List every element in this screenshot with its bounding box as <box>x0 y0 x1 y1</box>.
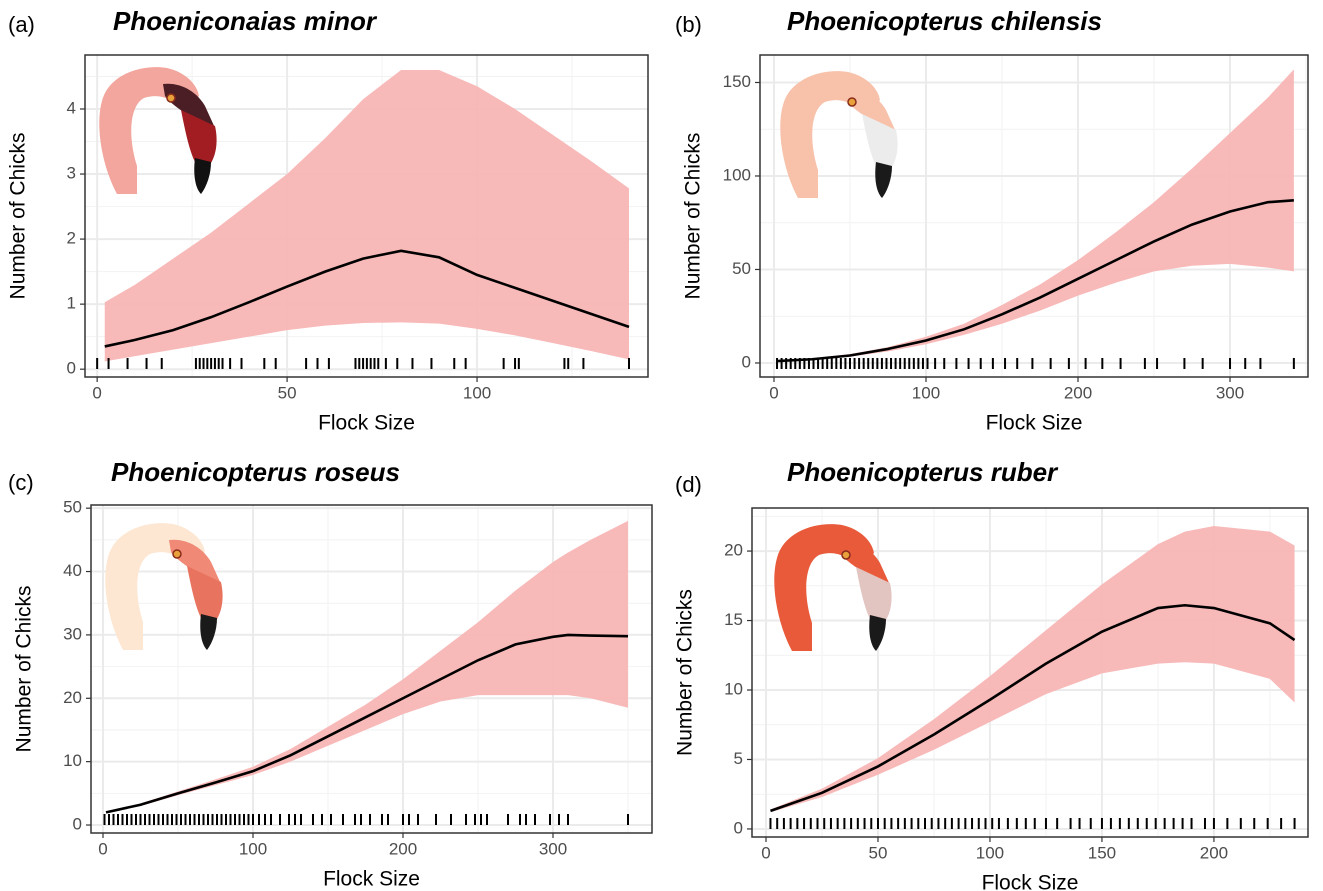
y-tick-label: 2 <box>67 229 76 248</box>
chart-title: Phoenicopterus chilensis <box>787 6 1102 36</box>
confidence-band <box>106 520 628 813</box>
flamingo-beak <box>862 114 898 170</box>
y-tick-label: 1 <box>67 294 76 313</box>
x-tick-label: 100 <box>463 383 491 402</box>
x-tick-label: 100 <box>239 839 267 858</box>
flamingo-illustration <box>105 523 223 650</box>
plot-border <box>751 507 1309 838</box>
flamingo-illustration <box>774 524 892 651</box>
plot-border <box>759 54 1309 378</box>
plot-border <box>84 54 649 378</box>
x-axis-title: Flock Size <box>323 868 420 891</box>
y-tick-label: 30 <box>63 624 82 643</box>
flamingo-eye <box>841 550 851 560</box>
y-axis-title: Number of Chicks <box>674 589 697 756</box>
flamingo-beak <box>181 110 217 166</box>
y-tick-label: 5 <box>734 749 743 768</box>
confidence-band <box>770 526 1295 813</box>
fit-line <box>104 249 630 348</box>
flamingo-beak <box>856 567 892 623</box>
y-tick-label: 0 <box>742 352 751 371</box>
panel-label: (b) <box>675 12 702 37</box>
plot-border <box>90 504 653 834</box>
flamingo-eye <box>166 93 176 103</box>
y-tick-label: 20 <box>63 688 82 707</box>
panel-label: (d) <box>675 472 702 497</box>
x-tick-label: 200 <box>1200 843 1228 862</box>
chart-title: Phoenicopterus ruber <box>787 457 1059 487</box>
x-tick-label: 300 <box>539 839 567 858</box>
y-tick-label: 0 <box>67 359 76 378</box>
flamingo-illustration <box>99 67 217 194</box>
panel-label: (a) <box>8 12 35 37</box>
x-tick-label: 300 <box>1216 383 1244 402</box>
x-tick-label: 50 <box>869 843 888 862</box>
y-tick-label: 15 <box>724 610 743 629</box>
flamingo-beak-tip <box>875 162 892 198</box>
y-tick-label: 100 <box>723 165 751 184</box>
x-axis-title: Flock Size <box>982 872 1079 891</box>
x-tick-label: 200 <box>1064 383 1092 402</box>
flamingo-head <box>169 539 221 584</box>
panel-label: (c) <box>8 470 34 495</box>
x-tick-label: 0 <box>92 383 101 402</box>
y-tick-label: 10 <box>63 751 82 770</box>
x-tick-label: 0 <box>761 843 770 862</box>
x-tick-label: 0 <box>769 383 778 402</box>
confidence-band <box>104 69 630 362</box>
flamingo-beak <box>187 566 223 622</box>
y-tick-label: 40 <box>63 561 82 580</box>
y-tick-label: 150 <box>723 72 751 91</box>
chart-title: Phoenicopterus roseus <box>111 457 400 487</box>
y-axis-title: Number of Chicks <box>682 133 705 300</box>
flamingo-eye <box>172 549 182 559</box>
y-tick-label: 20 <box>724 541 743 560</box>
flamingo-eye <box>847 97 857 107</box>
x-tick-label: 0 <box>98 839 107 858</box>
fit-line <box>105 633 629 814</box>
flamingo-beak-tip <box>869 615 886 651</box>
y-tick-label: 10 <box>724 679 743 698</box>
x-tick-label: 150 <box>1088 843 1116 862</box>
flamingo-illustration <box>780 71 898 198</box>
fit-line <box>770 603 1296 813</box>
x-tick-label: 50 <box>278 383 297 402</box>
fit-line <box>776 198 1294 363</box>
y-tick-label: 50 <box>63 498 82 517</box>
x-axis-title: Flock Size <box>986 412 1083 435</box>
flamingo-head <box>838 540 890 585</box>
flamingo-head <box>844 87 896 132</box>
flamingo-beak-tip <box>200 614 217 650</box>
y-tick-label: 4 <box>67 98 76 117</box>
y-tick-label: 3 <box>67 164 76 183</box>
y-tick-label: 0 <box>73 814 82 833</box>
flamingo-beak-tip <box>194 158 211 194</box>
x-tick-label: 100 <box>912 383 940 402</box>
y-tick-label: 0 <box>734 818 743 837</box>
confidence-band <box>777 69 1294 362</box>
x-tick-label: 100 <box>976 843 1004 862</box>
y-axis-title: Number of Chicks <box>13 586 36 753</box>
x-axis-title: Flock Size <box>318 412 415 435</box>
y-tick-label: 50 <box>732 259 751 278</box>
y-axis-title: Number of Chicks <box>7 133 30 300</box>
chart-title: Phoeniconaias minor <box>113 6 378 36</box>
flamingo-head <box>163 83 215 128</box>
x-tick-label: 200 <box>389 839 417 858</box>
